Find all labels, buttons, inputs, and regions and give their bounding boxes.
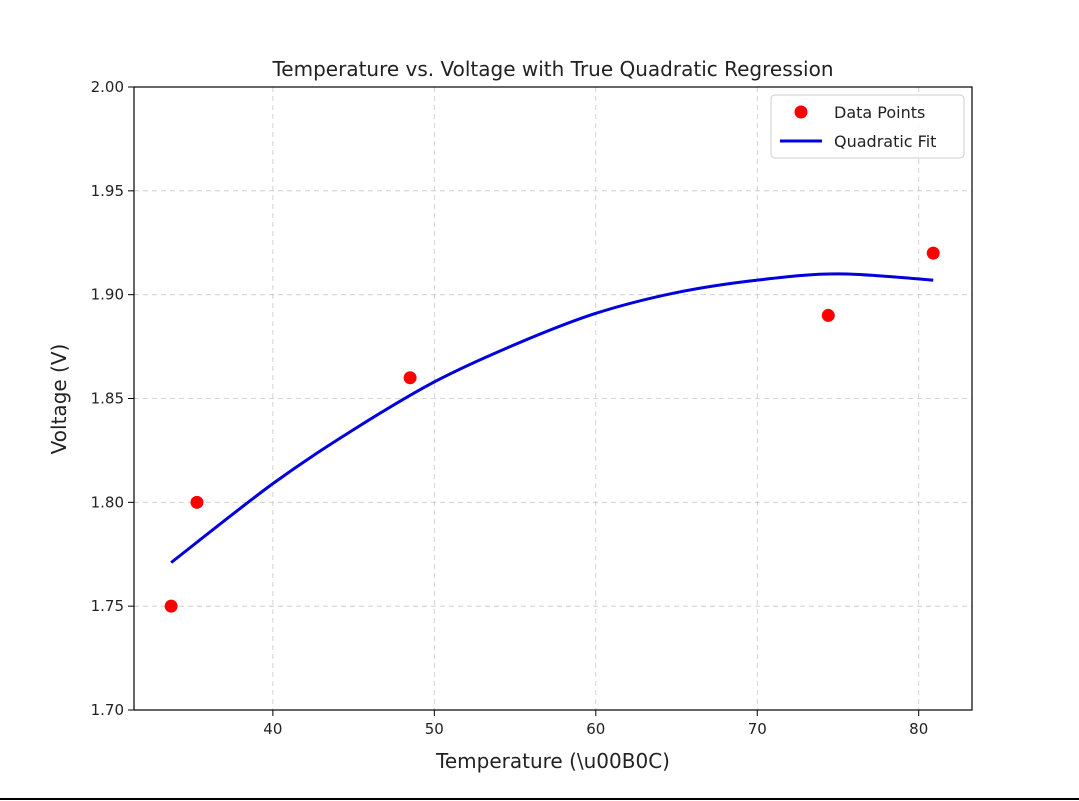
x-tick-label: 40 (263, 720, 282, 738)
fit-line-layer (170, 272, 934, 564)
y-tick-label: 1.95 (91, 182, 124, 200)
y-tick-label: 1.85 (91, 390, 124, 408)
y-tick-label: 1.70 (91, 701, 124, 719)
x-tick-label: 80 (909, 720, 928, 738)
bottom-border (0, 798, 1079, 800)
legend-label-quadratic-fit: Quadratic Fit (834, 132, 936, 151)
y-tick-label: 2.00 (91, 78, 124, 96)
data-point (926, 246, 940, 260)
x-axis-label: Temperature (\u00B0C) (435, 749, 670, 773)
data-point (164, 599, 178, 613)
x-tick-label: 50 (425, 720, 444, 738)
data-point (821, 308, 835, 322)
chart-title: Temperature vs. Voltage with True Quadra… (271, 57, 833, 81)
legend-marker-data-points (794, 105, 808, 119)
y-axis-ticks: 1.70 1.75 1.80 1.85 1.90 1.95 2.00 (91, 78, 134, 719)
y-tick-label: 1.90 (91, 286, 124, 304)
data-points-layer (164, 246, 940, 613)
x-axis-ticks: 40 50 60 70 80 (263, 710, 928, 738)
quadratic-fit-line (170, 272, 934, 564)
x-tick-label: 60 (586, 720, 605, 738)
y-axis-label: Voltage (V) (47, 344, 71, 455)
y-tick-label: 1.80 (91, 493, 124, 511)
data-point (190, 495, 204, 509)
x-tick-label: 70 (748, 720, 767, 738)
legend-label-data-points: Data Points (834, 103, 925, 122)
legend: Data Points Quadratic Fit (770, 94, 965, 159)
y-tick-label: 1.75 (91, 597, 124, 615)
data-point (403, 371, 417, 385)
